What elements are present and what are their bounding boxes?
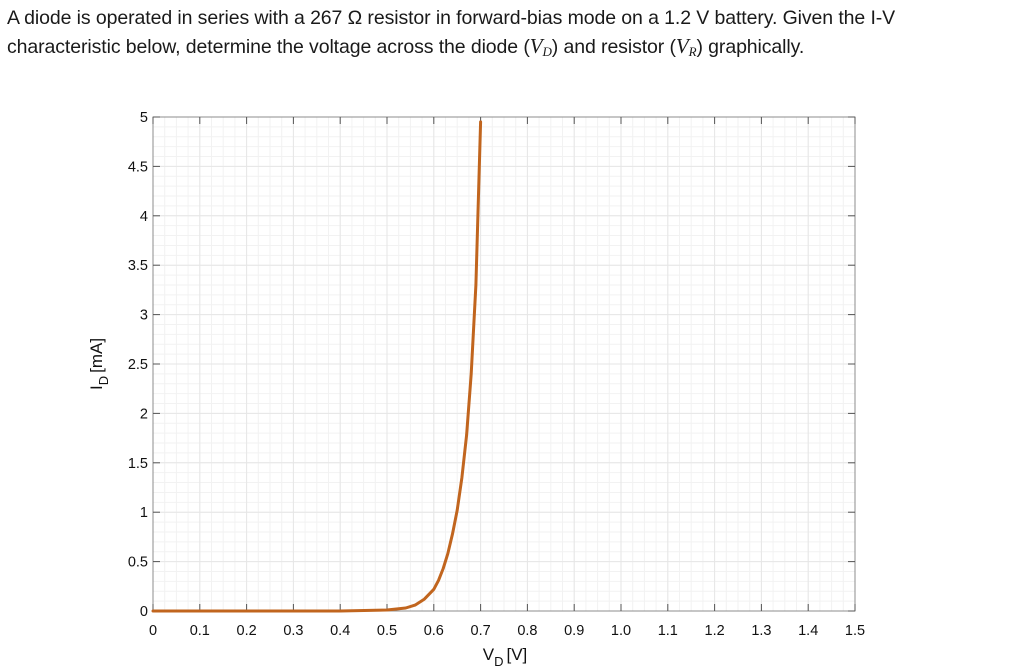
iv-chart: 0 0.1 0.2 0.3 0.4 0.5 0.6 0.7 0.8 0.9 1.0 1.1 1.2 1.3… [0,90,1024,670]
vr-variable: V [675,34,689,58]
x-tick-label: 1.5 [845,623,865,639]
x-axis-label: VD [V] [483,645,528,669]
x-tick-label: 1.0 [611,623,631,639]
diode-iv-curve [151,120,483,613]
y-tick-label: 2.5 [128,357,148,373]
y-axis-label: ID[mA] [87,338,111,390]
x-tick-label: 0.7 [471,623,491,639]
x-tick-label: 0 [149,623,157,639]
y-tick-label: 4 [140,209,148,225]
y-tick-label: 4.5 [128,159,148,175]
question-line-1: A diode is operated in series with a 267… [7,7,896,29]
x-tick-label: 0.5 [377,623,397,639]
y-axis-tick-labels: 0 0.5 1 1.5 2 2.5 3 3.5 4 4.5 5 [128,110,148,620]
x-tick-label: 1.4 [798,623,818,639]
y-tick-label: 0 [140,604,148,620]
chart-canvas: 0 0.1 0.2 0.3 0.4 0.5 0.6 0.7 0.8 0.9 1.0 1.1 1.2 1.3… [87,110,865,669]
x-tick-label: 1.1 [658,623,678,639]
x-tick-label: 0.4 [330,623,350,639]
x-tick-label: 0.9 [564,623,584,639]
y-tick-label: 1 [140,505,148,521]
x-tick-label: 0.2 [237,623,257,639]
x-tick-label: 1.3 [751,623,771,639]
y-tick-label: 2 [140,406,148,422]
y-tick-label: 0.5 [128,555,148,571]
y-tick-label: 3.5 [128,258,148,274]
x-axis-tick-labels: 0 0.1 0.2 0.3 0.4 0.5 0.6 0.7 0.8 0.9 1.0 1.1 1.2 1.3… [149,623,865,639]
y-tick-label: 5 [140,110,148,126]
ohm-symbol: Ω [347,7,363,29]
x-tick-label: 0.1 [190,623,210,639]
y-tick-label: 1.5 [128,456,148,472]
x-tick-label: 0.6 [424,623,444,639]
vd-subscript: D [542,44,552,59]
vd-variable: V [529,34,543,58]
question-line-2: characteristic below, determine the volt… [7,34,805,59]
x-tick-label: 1.2 [705,623,725,639]
question-text: A diode is operated in series with a 267… [7,4,1017,61]
x-tick-label: 0.8 [517,623,537,639]
vr-subscript: R [688,44,697,59]
x-tick-label: 0.3 [283,623,303,639]
y-tick-label: 3 [140,308,148,324]
